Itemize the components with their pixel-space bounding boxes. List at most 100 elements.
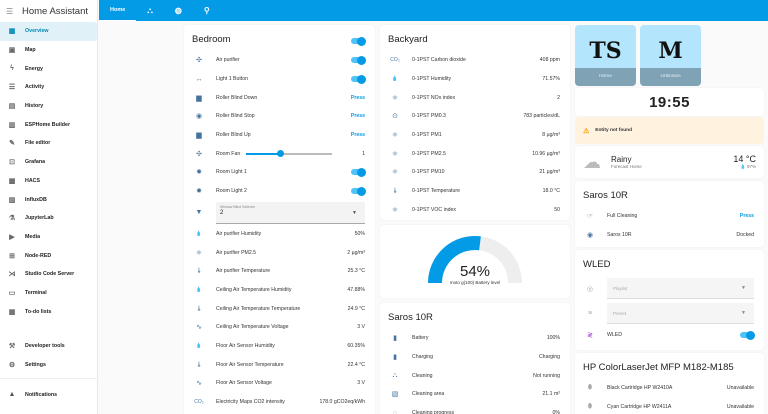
sidebar-item-studio-code-server[interactable]: ⋊ Studio Code Server — [8, 271, 75, 279]
lightning-icon: ϟ — [10, 65, 14, 73]
window-blind-select[interactable]: Window Blind Selector 2 ▼ — [216, 201, 365, 224]
sensor-row[interactable]: 🌡 Ceiling Air Temperature Temperature 24… — [195, 305, 365, 312]
sidebar-item-node-red[interactable]: ⊞ Node-RED — [0, 246, 97, 265]
menu-icon[interactable]: ☰ — [6, 6, 14, 16]
toggle-switch[interactable] — [351, 167, 366, 177]
battery-icon: ▮ — [393, 335, 397, 343]
sensor-row[interactable]: ⚛ 0-1PST NOx index 2 — [391, 94, 560, 102]
sidebar-item-to-do-lists[interactable]: ▦ To-do lists — [8, 308, 52, 316]
sensor-row[interactable]: ▧ Cleaning area 21.1 m² — [391, 391, 560, 399]
water-percent-icon: 💧 — [391, 76, 399, 83]
entity-row[interactable]: ✣ Air purifier — [184, 51, 375, 70]
entity-row[interactable]: ✹ Room Light 1 — [184, 163, 375, 182]
clipboard-list-icon: ▦ — [8, 308, 16, 316]
toggle-switch[interactable] — [351, 55, 366, 65]
tab-lights[interactable]: ⚲ — [193, 0, 221, 21]
toggle-switch[interactable] — [351, 74, 366, 84]
wled-toggle[interactable] — [740, 330, 755, 340]
toggle-switch[interactable] — [351, 186, 366, 196]
robot-vacuum-icon: ⛬ — [147, 5, 153, 15]
sidebar-item-notifications[interactable]: ▲ Notifications — [8, 391, 58, 399]
water-percent-icon: 💧 — [195, 286, 203, 293]
person-badge-m[interactable]: M Unknown — [640, 25, 701, 86]
sensor-row[interactable]: ⚛ 0-1PST VOC index 50 — [391, 206, 560, 214]
sensor-row[interactable]: ⛬ Cleaning Not running — [380, 366, 570, 385]
printer-card: HP ColorLaserJet MFP M182-M185 ⬮ Black C… — [575, 353, 764, 414]
cartridge-icon: ⬮ — [587, 403, 593, 411]
press-button[interactable]: Press — [350, 132, 365, 139]
chevron-down-icon: ▼ — [352, 209, 357, 216]
battery-gauge-card[interactable]: 54% moto g(100) Battery level — [380, 225, 570, 298]
sensor-row[interactable]: 💧 Air purifier Humidity 50% — [195, 230, 365, 237]
sensor-row[interactable]: 💧 Floor Air Sensor Humidity 60.35% — [195, 342, 365, 349]
sidebar: ☰ Home Assistant ▦ Overview ▣ Map ϟ Ener… — [0, 0, 98, 414]
sine-wave-icon: ∿ — [196, 324, 202, 332]
lightbulb-icon: ✹ — [196, 169, 202, 177]
press-button[interactable]: Press — [350, 113, 365, 120]
press-button[interactable]: Press — [350, 94, 365, 101]
fan-speed-slider[interactable] — [246, 150, 333, 158]
sidebar-item-activity[interactable]: ☰ Activity — [8, 84, 45, 92]
gauge-value: 54% — [459, 263, 491, 280]
sensor-row[interactable]: 🌡 Floor Air Sensor Temperature 22.4 °C — [195, 361, 365, 368]
sidebar-item-jupyterlab[interactable]: ⚗ JupyterLab — [8, 215, 54, 223]
sensor-row[interactable]: ⚛ 0-1PST PM1 8 µg/m³ — [391, 132, 560, 140]
sidebar-item-developer-tools[interactable]: ⚒ Developer tools — [8, 343, 65, 351]
sidebar-item-file-editor[interactable]: ✎ File editor — [0, 134, 97, 153]
sidebar-item-hacs[interactable]: ▩ HACS — [8, 177, 41, 185]
entity-row[interactable]: ✹ Room Light 2 — [184, 182, 375, 201]
sidebar-item-settings[interactable]: ⚙ Settings — [8, 362, 46, 370]
sidebar-item-map[interactable]: ▣ Map — [8, 47, 36, 55]
sensor-row[interactable]: 💧 0-1PST Humidity 71.57% — [391, 76, 560, 83]
entity-row[interactable]: ▆ Roller Blind Up Press — [184, 126, 375, 145]
saros-card: Saros 10R ▮ Battery 100% ▮ Charging Char… — [380, 303, 570, 414]
sidebar-item-influxdb[interactable]: ▨ InfluxDB — [8, 196, 47, 204]
sensor-row[interactable]: ☞ Full Cleaning Press — [586, 213, 754, 221]
entity-row[interactable]: ◉ Roller Blind Stop Press — [195, 113, 365, 121]
bedroom-master-toggle[interactable] — [351, 36, 366, 46]
entity-row[interactable]: ▆ Roller Blind Down Press — [184, 88, 375, 107]
sensor-row[interactable]: 🌡 Air purifier Temperature 25.3 °C — [195, 268, 365, 275]
entity-row[interactable]: ✣ Room Fan 1 — [184, 144, 375, 163]
sidebar-item-energy[interactable]: ϟ Energy — [0, 59, 97, 78]
sensor-row[interactable]: ◉ Saros 10R Docked — [586, 232, 754, 240]
sensor-row[interactable]: ⊙ 0-1PST PM0.3 783 particles/dL — [380, 107, 570, 126]
sidebar-item-grafana[interactable]: ⊡ Grafana — [0, 153, 97, 172]
thermometer-icon: 🌡 — [195, 361, 203, 368]
sensor-row[interactable]: 🌡 0-1PST Temperature 18.0 °C — [391, 188, 560, 195]
sidebar-item-history[interactable]: ▤ History — [8, 103, 44, 111]
entity-row[interactable]: ↔ Light 1 Button — [184, 70, 375, 89]
weather-card[interactable]: ☁ Rainy Forecast Home 14 °C 💧 97% — [575, 146, 764, 178]
wled-playlist-select[interactable]: Playlist ▼ — [607, 278, 754, 299]
sensor-row[interactable]: ▮ Battery 100% — [380, 329, 570, 348]
tab-home[interactable]: Home — [99, 0, 137, 21]
sensor-row[interactable]: ◌ Cleaning progress 0% — [380, 404, 570, 414]
eye-icon: ⊙ — [392, 113, 398, 121]
sensor-row[interactable]: CO₂ 0-1PST Carbon dioxide 408 ppm — [390, 57, 560, 64]
card-title: WLED — [583, 259, 611, 270]
sensor-row[interactable]: ∿ Ceiling Air Temperature Voltage 3 V — [184, 318, 375, 337]
blind-down-icon: ▆ — [196, 94, 202, 102]
thermometer-icon: 🌡 — [391, 188, 399, 195]
sidebar-item-terminal[interactable]: ▭ Terminal — [8, 289, 47, 297]
stop-circle-icon: ◉ — [195, 113, 203, 121]
sidebar-item-overview[interactable]: ▦ Overview — [0, 22, 97, 41]
wled-light-row[interactable]: ≷ WLED — [575, 326, 764, 345]
sensor-row[interactable]: ⚛ 0-1PST PM10 21 µg/m³ — [391, 169, 560, 177]
wled-preset-select[interactable]: Preset ▼ — [607, 303, 754, 324]
sidebar-item-media[interactable]: ▶ Media — [0, 228, 97, 247]
sensor-row[interactable]: ⬮ Cyan Cartridge HP W2411A Unavailable — [575, 398, 764, 414]
sensor-row[interactable]: ▮ Charging Charging — [380, 348, 570, 367]
sensor-row[interactable]: ⬮ Black Cartridge HP W2410A Unavailable — [575, 379, 764, 398]
tab-web[interactable]: ◍ — [164, 0, 193, 21]
texture-box-icon: ▧ — [391, 391, 399, 399]
person-badge-ts[interactable]: TS Home — [575, 25, 636, 86]
tab-vacuum[interactable]: ⛬ — [136, 0, 164, 21]
sensor-row[interactable]: ∿ Floor Air Sensor Voltage 3 V — [184, 374, 375, 393]
sensor-row[interactable]: CO₂ Electricity Maps CO2 intensity 178.0… — [194, 399, 365, 406]
sensor-row[interactable]: 💧 Ceiling Air Temperature Humidity 47.88… — [195, 286, 365, 293]
sensor-row[interactable]: ⚛ Air purifier PM2.5 2 µg/m³ — [195, 249, 365, 257]
window-blind-selector-row: ▼ Window Blind Selector 2 ▼ — [184, 201, 375, 225]
sidebar-item-esphome-builder[interactable]: ▥ ESPHome Builder — [8, 121, 71, 129]
sensor-row[interactable]: ⚛ 0-1PST PM2.5 10.96 µg/m³ — [391, 150, 560, 158]
